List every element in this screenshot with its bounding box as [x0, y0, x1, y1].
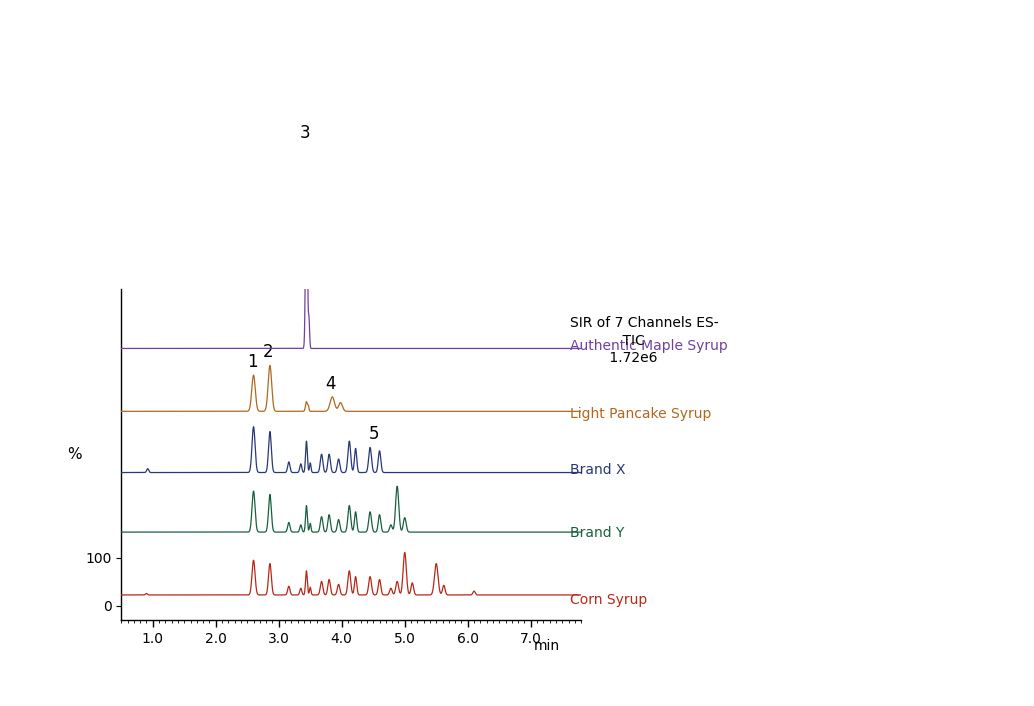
- Text: SIR of 7 Channels ES-
            TIC
         1.72e6: SIR of 7 Channels ES- TIC 1.72e6: [570, 316, 719, 365]
- Text: 3: 3: [300, 124, 310, 142]
- Text: Corn Syrup: Corn Syrup: [570, 594, 647, 607]
- Text: Light Pancake Syrup: Light Pancake Syrup: [570, 407, 711, 421]
- Text: Brand X: Brand X: [570, 462, 626, 477]
- Text: Brand Y: Brand Y: [570, 527, 625, 541]
- Text: Authentic Maple Syrup: Authentic Maple Syrup: [570, 339, 728, 353]
- Y-axis label: %: %: [67, 447, 82, 462]
- Text: 4: 4: [325, 375, 336, 393]
- Text: 1: 1: [247, 353, 257, 371]
- Text: 2: 2: [263, 343, 273, 361]
- Text: 5: 5: [369, 425, 379, 443]
- Text: min: min: [534, 639, 560, 653]
